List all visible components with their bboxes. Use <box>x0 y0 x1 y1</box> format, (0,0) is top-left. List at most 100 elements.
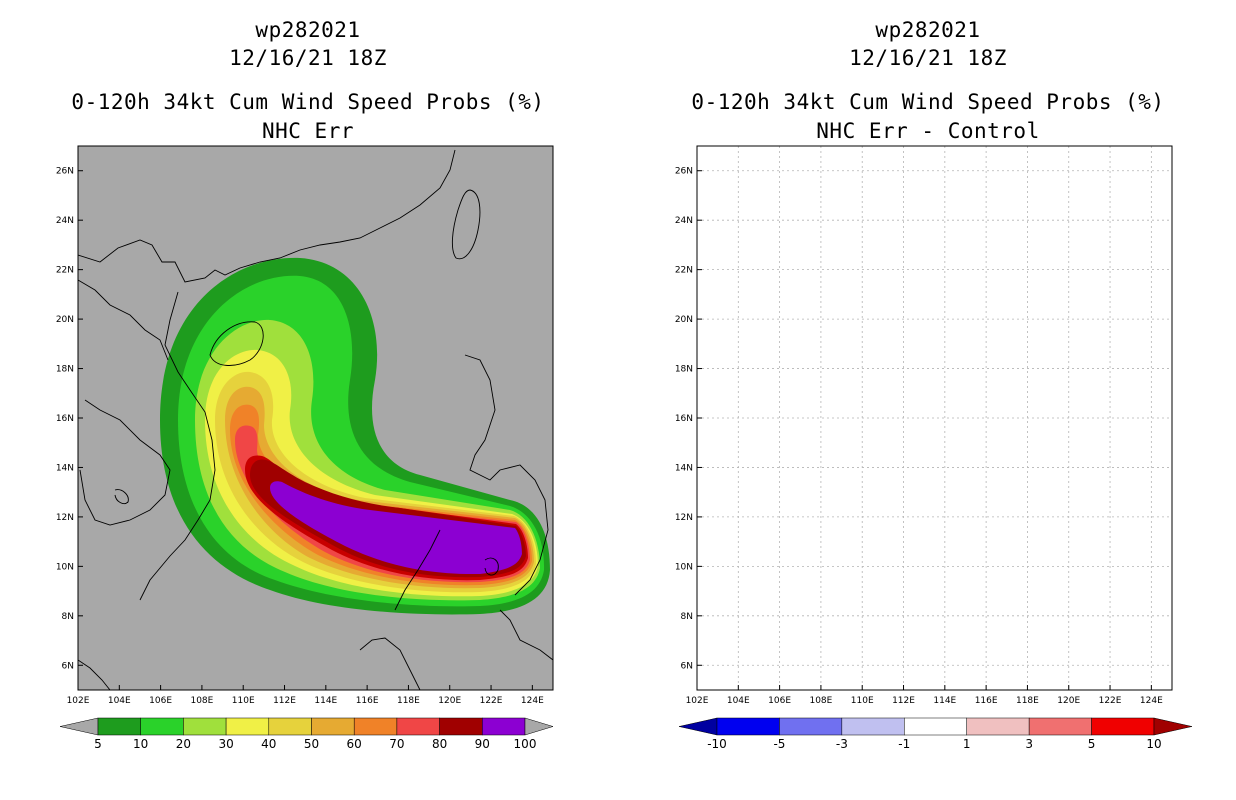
left-colorbar-label-8: 80 <box>432 737 447 751</box>
left-xtick-label-0: 102E <box>67 696 90 706</box>
left-colorbar-label-6: 60 <box>347 737 362 751</box>
right-colorbar-label-3: -1 <box>898 737 910 751</box>
left-colorbar-label-0: 5 <box>94 737 102 751</box>
right-ytick-label-1: 24N <box>675 216 693 226</box>
right-colorbar-label-2: -3 <box>836 737 848 751</box>
right-xtick-label-1: 104E <box>727 696 750 706</box>
left-colorbar-over <box>524 717 554 736</box>
left-probability-field <box>160 257 550 615</box>
left-subtitle: NHC Err <box>261 119 354 143</box>
left-colorbar-label-10: 100 <box>514 737 537 751</box>
left-ytick-label-0: 26N <box>56 167 74 177</box>
left-ytick-label-8: 10N <box>56 562 74 572</box>
left-ytick-label-10: 6N <box>62 661 74 671</box>
right-colorbar-label-5: 3 <box>1025 737 1033 751</box>
left-ytick-label-5: 16N <box>56 414 74 424</box>
left-ytick-label-3: 20N <box>56 315 74 325</box>
left-xtick-label-4: 110E <box>232 696 255 706</box>
right-ytick-label-8: 10N <box>675 562 693 572</box>
right-ytick-label-9: 8N <box>681 612 693 622</box>
right-ytick-label-5: 16N <box>675 414 693 424</box>
right-colorbar-over <box>1153 717 1193 736</box>
left-xtick-label-6: 114E <box>314 696 337 706</box>
left-ytick-label-6: 14N <box>56 463 74 473</box>
left-ytick-label-4: 18N <box>56 365 74 375</box>
right-colorbar-label-6: 5 <box>1088 737 1096 751</box>
right-xtick-label-3: 108E <box>809 696 832 706</box>
right-colorbar-under <box>678 717 718 736</box>
left-xtick-label-9: 120E <box>438 696 461 706</box>
right-y-ticks: 26N 24N 22N 20N 18N 16N 14N 12N 10N 8N 6N <box>675 167 702 671</box>
left-colorbar-box-7 <box>396 717 440 736</box>
left-colorbar-box-6 <box>353 717 398 736</box>
right-colorbar-box-5 <box>1028 717 1092 736</box>
right-colorbar-label-0: -10 <box>707 737 727 751</box>
left-map: 102E 104E 106E 108E 110E 112E 114E 116E 118E 120E… <box>56 145 554 706</box>
right-xtick-label-7: 116E <box>975 696 998 706</box>
left-colorbar-box-8 <box>439 717 483 736</box>
left-colorbar-box-1 <box>140 717 184 736</box>
right-title: 0-120h 34kt Cum Wind Speed Probs (%) <box>691 90 1165 114</box>
left-colorbar-label-2: 20 <box>176 737 191 751</box>
right-colorbar-box-6 <box>1091 717 1155 736</box>
right-ytick-label-3: 20N <box>675 315 693 325</box>
left-colorbar-label-4: 40 <box>261 737 276 751</box>
left-title: 0-120h 34kt Cum Wind Speed Probs (%) <box>71 90 545 114</box>
right-colorbar-box-3 <box>904 717 967 736</box>
right-ytick-label-7: 12N <box>675 513 693 523</box>
left-ytick-label-9: 8N <box>62 612 74 622</box>
right-ytick-label-4: 18N <box>675 365 693 375</box>
left-colorbar-box-9 <box>482 717 526 736</box>
band-100 <box>270 481 522 575</box>
right-xtick-label-9: 120E <box>1057 696 1080 706</box>
right-colorbar-label-1: -5 <box>773 737 785 751</box>
right-storm-id: wp282021 <box>875 18 981 42</box>
left-colorbar-box-0 <box>97 717 141 736</box>
left-colorbar-label-5: 50 <box>304 737 319 751</box>
right-colorbar-box-1 <box>779 717 843 736</box>
left-colorbar: 5 10 20 30 40 50 60 70 80 90 100 <box>59 717 554 751</box>
left-y-ticks: 26N 24N 22N 20N 18N 16N 14N 12N 10N 8N 6N <box>56 167 83 671</box>
left-xtick-label-2: 106E <box>149 696 172 706</box>
right-ytick-label-2: 22N <box>675 266 693 276</box>
right-xtick-label-0: 102E <box>686 696 709 706</box>
right-ytick-label-0: 26N <box>675 167 693 177</box>
left-xtick-label-11: 124E <box>521 696 544 706</box>
left-ytick-label-1: 24N <box>56 216 74 226</box>
right-colorbar-box-4 <box>966 717 1030 736</box>
left-x-ticks: 102E 104E 106E 108E 110E 112E 114E 116E 118E 120E… <box>67 685 544 706</box>
left-colorbar-box-3 <box>225 717 270 736</box>
left-coastlines <box>78 149 553 690</box>
right-colorbar-label-4: 1 <box>963 737 971 751</box>
left-ytick-label-7: 12N <box>56 513 74 523</box>
left-xtick-label-5: 112E <box>273 696 296 706</box>
left-xtick-label-7: 116E <box>356 696 379 706</box>
right-map: 102E 104E 106E 108E 110E 112E 114E 116E 118E 120E… <box>675 145 1173 706</box>
left-ytick-label-2: 22N <box>56 266 74 276</box>
right-colorbar: -10 -5 -3 -1 1 3 5 10 <box>678 717 1193 751</box>
left-storm-id: wp282021 <box>255 18 361 42</box>
left-colorbar-label-9: 90 <box>475 737 490 751</box>
left-xtick-label-10: 122E <box>480 696 503 706</box>
left-datetime: 12/16/21 18Z <box>229 46 387 70</box>
right-xtick-label-5: 112E <box>892 696 915 706</box>
left-xtick-label-1: 104E <box>108 696 131 706</box>
left-colorbar-label-3: 30 <box>218 737 233 751</box>
left-colorbar-box-2 <box>183 717 227 736</box>
right-ytick-label-6: 14N <box>675 463 693 473</box>
right-colorbar-box-2 <box>841 717 905 736</box>
right-gridlines <box>696 146 1172 690</box>
left-colorbar-under <box>59 717 99 736</box>
right-xtick-label-4: 110E <box>851 696 874 706</box>
left-colorbar-box-4 <box>268 717 312 736</box>
right-xtick-label-2: 106E <box>768 696 791 706</box>
right-subtitle: NHC Err - Control <box>816 119 1040 143</box>
right-xtick-label-8: 118E <box>1016 696 1039 706</box>
right-colorbar-box-0 <box>716 717 780 736</box>
left-colorbar-label-7: 70 <box>389 737 404 751</box>
right-colorbar-label-7: 10 <box>1146 737 1161 751</box>
left-colorbar-label-1: 10 <box>133 737 148 751</box>
left-xtick-label-3: 108E <box>190 696 213 706</box>
left-xtick-label-8: 118E <box>397 696 420 706</box>
